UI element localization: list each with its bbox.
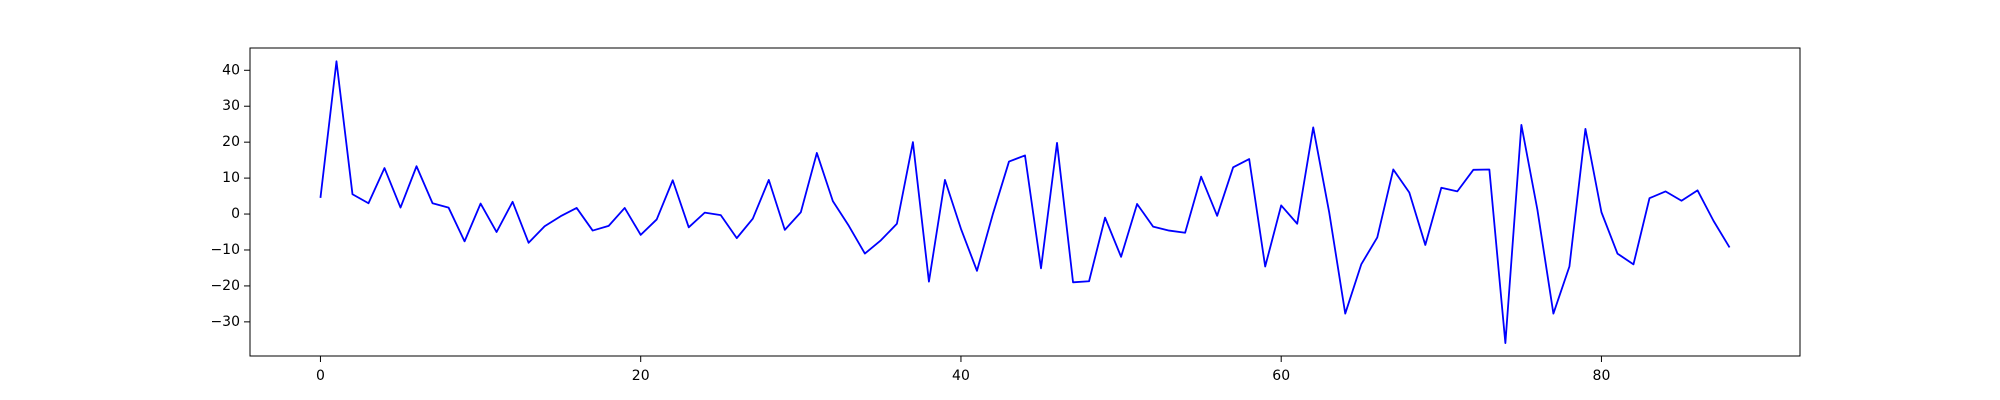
y-tick-label: −20 bbox=[210, 278, 240, 294]
series-line bbox=[319, 60, 1731, 344]
y-axis: −30 −20 −10 0 10 20 30 40 bbox=[210, 62, 250, 330]
x-axis: 0 20 40 60 80 bbox=[316, 356, 1610, 384]
y-tick-label: 0 bbox=[231, 206, 240, 222]
y-tick-label: −30 bbox=[210, 314, 240, 330]
x-tick-label: 80 bbox=[1593, 368, 1611, 384]
y-tick-label: 20 bbox=[222, 134, 240, 150]
plot-area-frame bbox=[249, 47, 1801, 357]
y-tick-label: 30 bbox=[222, 98, 240, 114]
y-tick-label: 40 bbox=[222, 62, 240, 78]
x-tick-label: 20 bbox=[632, 368, 650, 384]
y-tick-label: 10 bbox=[222, 170, 240, 186]
y-tick-label: −10 bbox=[210, 242, 240, 258]
x-tick-label: 0 bbox=[316, 368, 325, 384]
x-tick-label: 40 bbox=[952, 368, 970, 384]
x-tick-label: 60 bbox=[1272, 368, 1290, 384]
